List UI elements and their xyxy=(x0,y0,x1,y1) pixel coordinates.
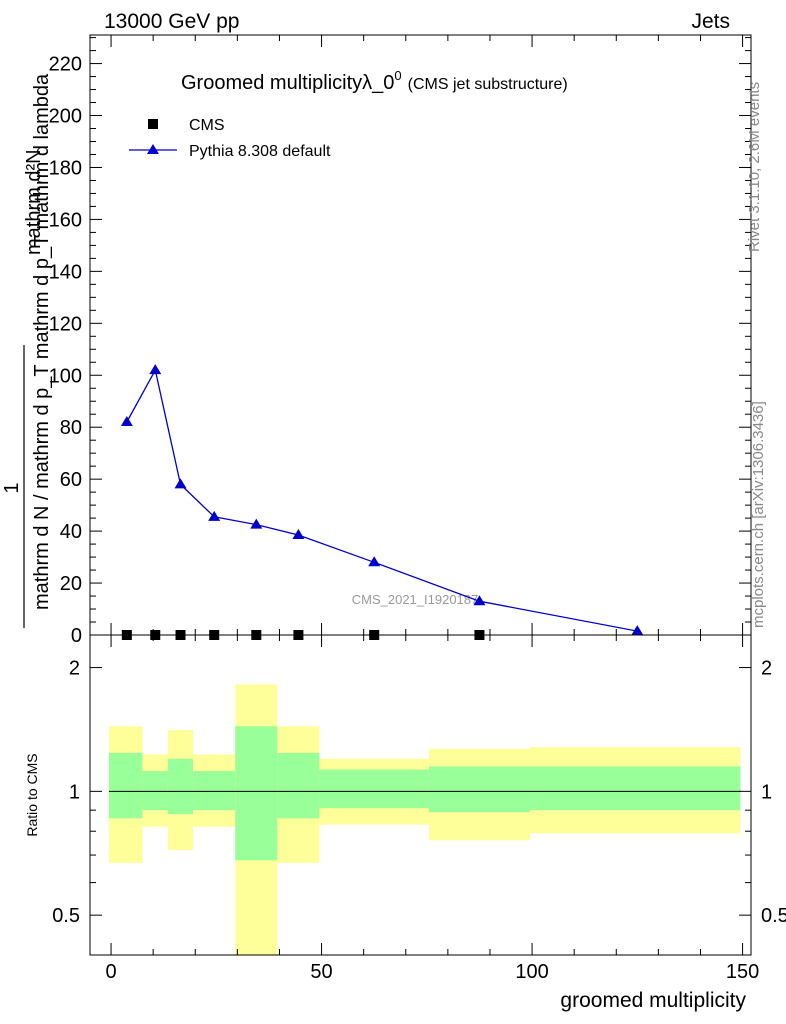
main-panel: Groomed multiplicityλ_00(CMS jet substru… xyxy=(1,34,752,647)
x-tick-label: 0 xyxy=(105,961,116,983)
pythia-point xyxy=(473,595,486,606)
main-y-tick-label: 200 xyxy=(49,106,82,128)
ratio-inner-band xyxy=(167,758,194,815)
main-y-tick-label: 20 xyxy=(60,573,82,595)
pythia-point xyxy=(120,416,133,427)
header-right: Jets xyxy=(691,10,730,33)
watermark: CMS_2021_I1920187 xyxy=(352,592,479,607)
legend: CMS Pythia 8.308 default xyxy=(129,117,331,160)
ratio-y-tick-label-right: 1 xyxy=(761,781,772,803)
ratio-y-tick-label: 1 xyxy=(69,781,80,803)
ratio-inner-band xyxy=(529,766,741,811)
ratio-panel-frame xyxy=(89,634,752,956)
legend-cms-label: CMS xyxy=(189,117,225,134)
main-subtitle: (CMS jet substructure) xyxy=(408,76,568,93)
main-y-tick-label: 100 xyxy=(49,365,82,387)
ratio-inner-band xyxy=(428,766,530,813)
ratio-x-ticks: 0 50 100 150 xyxy=(105,635,759,983)
x-tick-label: 100 xyxy=(515,961,548,983)
ratio-inner-band xyxy=(142,771,168,811)
y-label-denominator: mathrm d N / mathrm d p_T mathrm d p_T m… xyxy=(31,73,53,610)
ratio-bands xyxy=(108,684,741,955)
source-label: mcplots.cern.ch [arXiv:1306.3436] xyxy=(750,401,767,628)
main-y-tick-label: 160 xyxy=(49,209,82,231)
pythia-point xyxy=(174,478,187,489)
legend-pythia-marker xyxy=(147,144,159,154)
main-y-tick-label: 120 xyxy=(49,313,82,335)
main-y-tick-label: 0 xyxy=(71,625,82,647)
ratio-inner-band xyxy=(277,752,320,819)
x-axis-label: groomed multiplicity xyxy=(560,989,746,1012)
pythia-point xyxy=(368,556,381,567)
main-y-axis-label: 1 mathrm d N / mathrm d p_T mathrm d p_T… xyxy=(1,73,53,628)
pythia-point xyxy=(208,510,221,521)
ratio-inner-band xyxy=(235,726,278,861)
header-left: 13000 GeV pp xyxy=(104,10,239,33)
main-y-tick-label: 220 xyxy=(49,54,82,76)
rivet-label: Rivet 3.1.10, 2.6M events xyxy=(746,82,763,252)
x-tick-label: 50 xyxy=(310,961,332,983)
pythia-point xyxy=(631,625,644,636)
ratio-panel: 0.5 0.5 1 1 2 2 0 50 100 150 Ratio to CMS groome… xyxy=(24,634,786,1012)
main-y-tick-label: 140 xyxy=(49,261,82,283)
main-y-tick-label: 60 xyxy=(60,469,82,491)
pythia-series-markers xyxy=(120,364,644,636)
ratio-y-tick-label-right: 2 xyxy=(761,658,772,680)
legend-cms-marker xyxy=(148,119,158,129)
ratio-y-tick-label-right: 0.5 xyxy=(761,905,786,927)
main-x-ticks xyxy=(110,35,744,635)
ratio-inner-band xyxy=(193,771,236,811)
main-y-ticks: 0 20 40 60 80 100 120 140 160 180 200 220 xyxy=(49,37,751,647)
ratio-y-ticks: 0.5 0.5 1 1 2 2 xyxy=(52,658,786,956)
main-y-tick-label: 80 xyxy=(60,417,82,439)
x-tick-label: 150 xyxy=(726,961,759,983)
y-label-numerator-one: 1 xyxy=(1,482,23,493)
ratio-y-tick-label: 0.5 xyxy=(52,905,80,927)
pythia-point xyxy=(149,364,162,375)
ratio-inner-band xyxy=(108,752,143,819)
main-y-tick-label: 180 xyxy=(49,157,82,179)
ratio-y-axis-label: Ratio to CMS xyxy=(24,753,40,836)
main-title: Groomed multiplicityλ_00(CMS jet substru… xyxy=(181,68,568,94)
legend-pythia-label: Pythia 8.308 default xyxy=(189,143,331,160)
ratio-y-tick-label: 2 xyxy=(69,658,80,680)
pythia-point xyxy=(292,529,305,539)
y-label-main: mathrm d²N xyxy=(23,149,45,255)
pythia-point xyxy=(250,518,263,529)
ratio-inner-band xyxy=(319,769,429,809)
main-y-tick-label: 40 xyxy=(60,521,82,543)
main-title-superscript: 0 xyxy=(394,68,401,83)
